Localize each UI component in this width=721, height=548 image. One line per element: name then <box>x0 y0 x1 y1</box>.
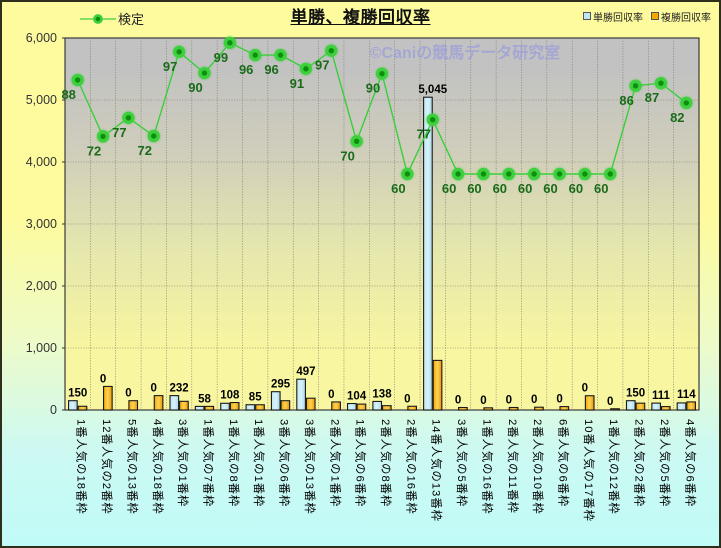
svg-text:4,000: 4,000 <box>26 155 57 169</box>
svg-text:60: 60 <box>543 181 557 196</box>
svg-text:12番人気の2番枠: 12番人気の2番枠 <box>100 419 114 515</box>
svg-text:70: 70 <box>340 148 354 163</box>
svg-text:60: 60 <box>493 181 507 196</box>
svg-text:232: 232 <box>170 383 189 395</box>
svg-text:2番人気の11番枠: 2番人気の11番枠 <box>506 419 520 514</box>
svg-text:1番人気の18番枠: 1番人気の18番枠 <box>75 419 89 515</box>
svg-text:3,000: 3,000 <box>26 217 57 231</box>
svg-text:90: 90 <box>188 80 202 95</box>
svg-text:150: 150 <box>68 388 87 400</box>
svg-text:72: 72 <box>138 143 152 158</box>
svg-text:1,000: 1,000 <box>26 341 57 355</box>
svg-text:1番人気の1番枠: 1番人気の1番枠 <box>252 419 266 507</box>
svg-text:97: 97 <box>163 59 177 74</box>
svg-text:1番人気の7番枠: 1番人気の7番枠 <box>201 419 215 507</box>
svg-text:3番人気の6番枠: 3番人気の6番枠 <box>278 419 292 507</box>
svg-text:1番人気の12番枠: 1番人気の12番枠 <box>607 419 621 515</box>
svg-text:0: 0 <box>50 403 57 417</box>
svg-text:6番人気の6番枠: 6番人気の6番枠 <box>557 419 571 507</box>
svg-text:114: 114 <box>677 389 696 401</box>
svg-text:5番人気の13番枠: 5番人気の13番枠 <box>125 419 139 515</box>
svg-text:82: 82 <box>670 110 684 125</box>
svg-text:2番人気の2番枠: 2番人気の2番枠 <box>633 419 647 507</box>
svg-text:60: 60 <box>442 181 456 196</box>
svg-text:0: 0 <box>328 389 334 401</box>
svg-text:0: 0 <box>455 395 461 407</box>
svg-text:©Caniの競馬データ研究室: ©Caniの競馬データ研究室 <box>370 43 560 62</box>
svg-text:91: 91 <box>290 76 304 91</box>
svg-text:60: 60 <box>594 181 608 196</box>
svg-text:0: 0 <box>100 373 106 385</box>
svg-text:150: 150 <box>626 388 645 400</box>
svg-text:295: 295 <box>271 379 291 391</box>
svg-text:138: 138 <box>372 388 392 400</box>
svg-text:3番人気の5番枠: 3番人気の5番枠 <box>455 419 469 507</box>
svg-text:10番人気の17番枠: 10番人気の17番枠 <box>582 419 596 522</box>
svg-text:0: 0 <box>556 394 562 406</box>
svg-text:77: 77 <box>112 125 126 140</box>
svg-text:60: 60 <box>569 181 583 196</box>
svg-text:0: 0 <box>151 383 157 395</box>
svg-text:72: 72 <box>87 143 101 158</box>
svg-text:2,000: 2,000 <box>26 279 57 293</box>
svg-text:5,045: 5,045 <box>418 84 447 96</box>
svg-text:104: 104 <box>347 391 367 403</box>
svg-text:86: 86 <box>619 93 633 108</box>
svg-text:108: 108 <box>220 390 240 402</box>
svg-text:14番人気の13番枠: 14番人気の13番枠 <box>430 419 444 522</box>
svg-text:96: 96 <box>264 62 278 77</box>
svg-text:1番人気の8番枠: 1番人気の8番枠 <box>227 419 241 507</box>
svg-text:60: 60 <box>391 181 405 196</box>
svg-text:96: 96 <box>239 62 253 77</box>
svg-text:111: 111 <box>652 390 671 402</box>
svg-text:0: 0 <box>480 395 486 407</box>
svg-text:2番人気の5番枠: 2番人気の5番枠 <box>658 419 672 507</box>
svg-text:60: 60 <box>518 181 532 196</box>
svg-text:2番人気の8番枠: 2番人気の8番枠 <box>379 419 393 507</box>
svg-text:88: 88 <box>61 87 75 102</box>
svg-text:0: 0 <box>607 396 613 408</box>
svg-text:6,000: 6,000 <box>26 31 57 45</box>
svg-text:0: 0 <box>582 383 588 395</box>
svg-text:497: 497 <box>296 366 315 378</box>
svg-text:60: 60 <box>467 181 481 196</box>
svg-text:1番人気の16番枠: 1番人気の16番枠 <box>480 419 494 515</box>
svg-text:0: 0 <box>125 388 131 400</box>
svg-text:4番人気の6番枠: 4番人気の6番枠 <box>683 419 697 507</box>
svg-text:3番人気の13番枠: 3番人気の13番枠 <box>303 419 317 515</box>
svg-text:0: 0 <box>404 393 410 405</box>
svg-text:1番人気の6番枠: 1番人気の6番枠 <box>354 419 368 507</box>
svg-text:58: 58 <box>198 393 211 405</box>
svg-text:90: 90 <box>366 81 380 96</box>
svg-text:2番人気の16番枠: 2番人気の16番枠 <box>404 419 418 515</box>
svg-text:99: 99 <box>214 50 228 65</box>
svg-text:2番人気の1番枠: 2番人気の1番枠 <box>328 419 342 507</box>
svg-text:5,000: 5,000 <box>26 93 57 107</box>
svg-text:3番人気の1番枠: 3番人気の1番枠 <box>176 419 190 507</box>
svg-text:0: 0 <box>506 395 512 407</box>
svg-text:0: 0 <box>531 394 537 406</box>
svg-text:2番人気の10番枠: 2番人気の10番枠 <box>531 419 545 515</box>
svg-text:87: 87 <box>645 90 659 105</box>
svg-text:4番人気の18番枠: 4番人気の18番枠 <box>151 419 165 515</box>
svg-text:85: 85 <box>249 392 262 404</box>
svg-text:97: 97 <box>315 58 329 73</box>
svg-text:77: 77 <box>416 127 430 142</box>
